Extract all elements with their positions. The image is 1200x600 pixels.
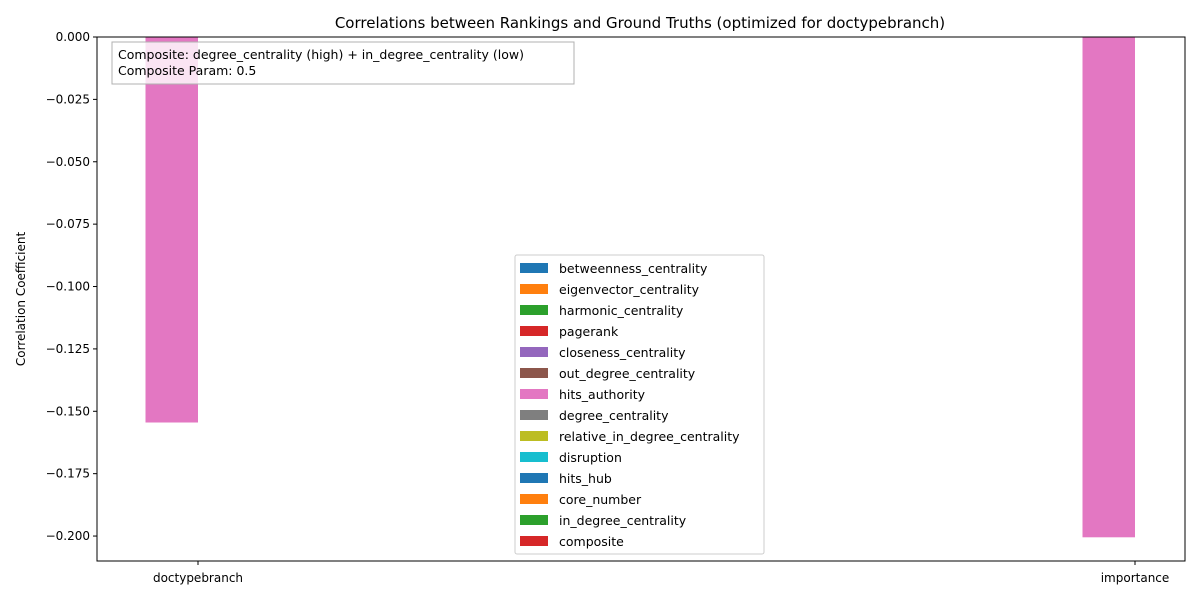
legend-label-core_number: core_number [559, 492, 642, 507]
x-tick-label: importance [1101, 571, 1170, 585]
bar-hits_authority-importance [1082, 37, 1135, 538]
plot-area: 0.000 −0.025 −0.050 −0.075 −0.100 −0.125 −0.15… [46, 30, 1186, 585]
legend-swatch-relative_in_degree_centrality [520, 431, 548, 441]
legend-label-disruption: disruption [559, 450, 622, 465]
annotation-line-1: Composite: degree_centrality (high) + in… [118, 47, 524, 62]
legend-label-harmonic_centrality: harmonic_centrality [559, 303, 684, 318]
legend-swatch-betweenness_centrality [520, 263, 548, 273]
legend-swatch-degree_centrality [520, 410, 548, 420]
y-tick-label: −0.150 [46, 404, 90, 418]
legend-swatch-eigenvector_centrality [520, 284, 548, 294]
legend-label-out_degree_centrality: out_degree_centrality [559, 366, 696, 381]
legend-label-degree_centrality: degree_centrality [559, 408, 669, 423]
annotation-line-2: Composite Param: 0.5 [118, 63, 256, 78]
legend-label-betweenness_centrality: betweenness_centrality [559, 261, 708, 276]
legend-label-composite: composite [559, 534, 624, 549]
legend-swatch-pagerank [520, 326, 548, 336]
y-tick-label: −0.125 [46, 342, 90, 356]
legend-label-hits_authority: hits_authority [559, 387, 646, 402]
legend-swatch-core_number [520, 494, 548, 504]
y-tick-label: −0.025 [46, 92, 90, 106]
legend-swatch-composite [520, 536, 548, 546]
plot-frame [96, 36, 1186, 562]
legend-label-closeness_centrality: closeness_centrality [559, 345, 686, 360]
legend: betweenness_centrality eigenvector_centra… [514, 254, 765, 555]
annotation-frame [111, 41, 575, 85]
legend-swatch-harmonic_centrality [520, 305, 548, 315]
y-tick-label: −0.200 [46, 529, 90, 543]
legend-swatch-in_degree_centrality [520, 515, 548, 525]
y-tick-label: 0.000 [56, 30, 90, 44]
legend-swatch-out_degree_centrality [520, 368, 548, 378]
bar-hits_authority-doctypebranch [145, 37, 198, 423]
legend-swatch-hits_hub [520, 473, 548, 483]
y-tick-label: −0.050 [46, 155, 90, 169]
legend-swatch-hits_authority [520, 389, 548, 399]
y-tick-label: −0.075 [46, 217, 90, 231]
y-axis-label: Correlation Coefficient [14, 232, 28, 367]
legend-swatch-disruption [520, 452, 548, 462]
x-tick-label: doctypebranch [153, 571, 243, 585]
legend-swatch-closeness_centrality [520, 347, 548, 357]
y-tick-label: −0.175 [46, 467, 90, 481]
legend-label-hits_hub: hits_hub [559, 471, 612, 486]
legend-frame [514, 254, 765, 555]
annotation-box: Composite: degree_centrality (high) + in… [111, 41, 575, 85]
y-tick-label: −0.100 [46, 280, 90, 294]
legend-label-pagerank: pagerank [559, 324, 619, 339]
legend-label-in_degree_centrality: in_degree_centrality [559, 513, 687, 528]
chart-title: Correlations between Rankings and Ground… [335, 14, 945, 32]
legend-label-relative_in_degree_centrality: relative_in_degree_centrality [559, 429, 740, 444]
legend-label-eigenvector_centrality: eigenvector_centrality [559, 282, 700, 297]
